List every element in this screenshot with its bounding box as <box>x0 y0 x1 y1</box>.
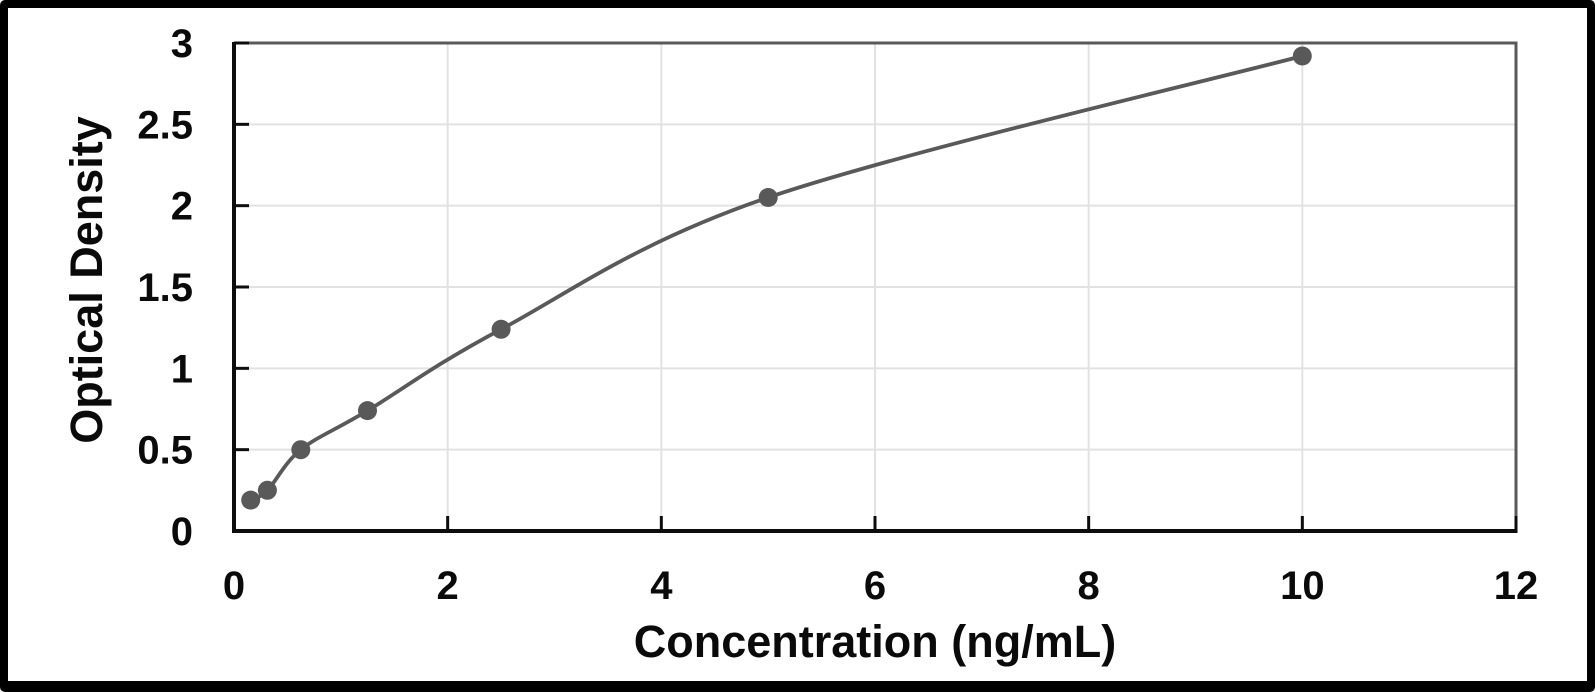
elisa-standard-curve-plot: 0 2 4 6 8 10 12 0 0.5 1 1.5 2 2.5 3 <box>137 22 1539 608</box>
x-tick-label: 2 <box>437 564 459 608</box>
data-point-marker <box>758 188 778 207</box>
x-axis-title: Concentration (ng/mL) <box>633 616 1117 667</box>
data-point-marker <box>358 401 377 421</box>
data-point-marker <box>491 319 511 339</box>
data-point-marker <box>257 480 277 500</box>
data-point-marker <box>291 440 311 460</box>
y-tick-label: 2 <box>171 185 193 229</box>
x-tick-label: 6 <box>864 564 886 608</box>
x-tick-label: 4 <box>650 564 673 608</box>
y-tick-label: 1 <box>171 347 193 391</box>
data-point-marker <box>1292 46 1312 66</box>
y-tick-label: 2.5 <box>137 103 193 147</box>
y-tick-label: 3 <box>171 22 193 66</box>
x-tick-label: 8 <box>1078 564 1100 608</box>
standard-curve-line <box>248 54 1305 502</box>
y-tick-label: 1.5 <box>137 266 193 310</box>
y-tick-label: 0.5 <box>137 429 193 473</box>
x-tick-label: 10 <box>1280 564 1325 608</box>
y-tick-label: 0 <box>171 510 193 554</box>
data-point-marker <box>241 490 261 510</box>
x-tick-label: 12 <box>1494 564 1539 608</box>
y-axis-title: Optical Density <box>61 116 112 444</box>
x-tick-label: 0 <box>223 564 245 608</box>
